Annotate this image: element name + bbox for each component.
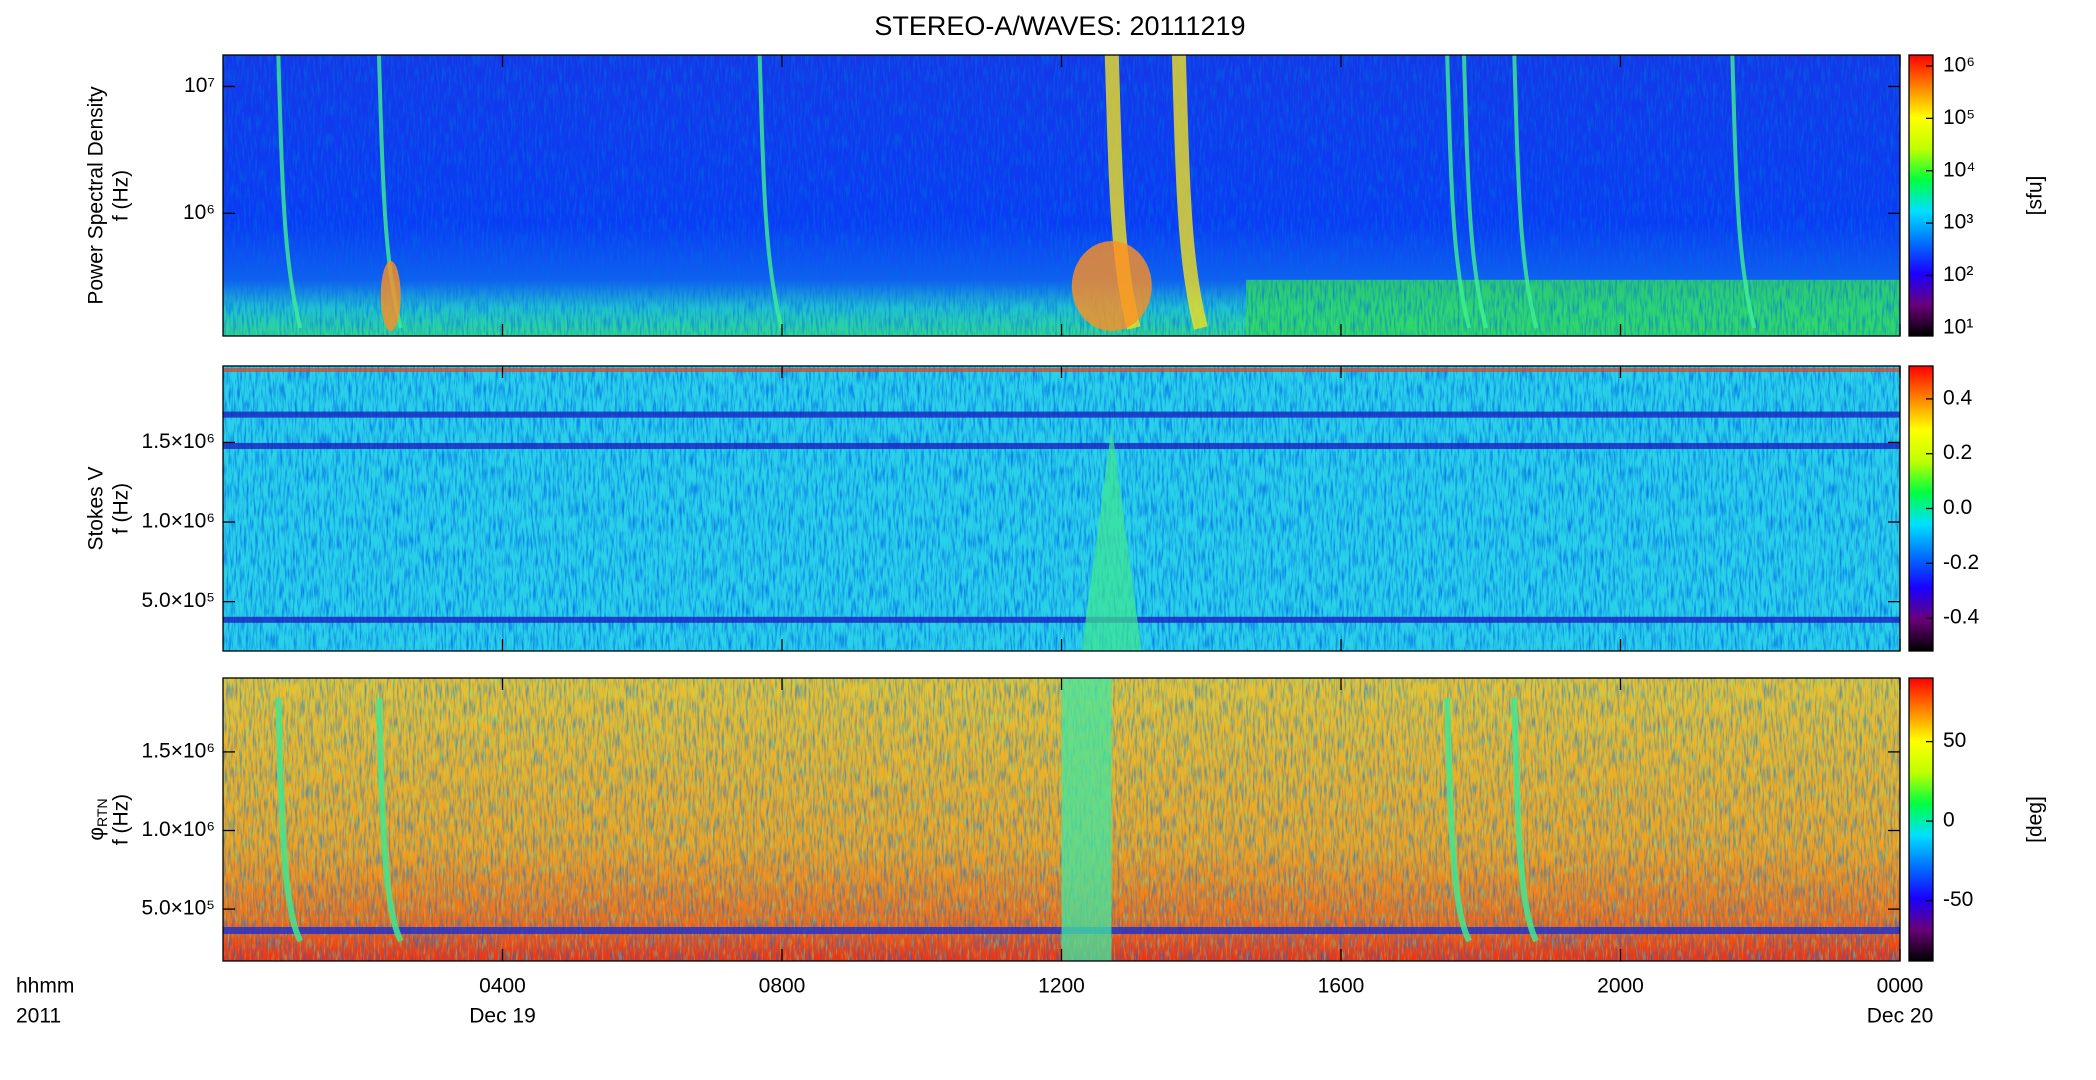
colorbar-tick-label: 0.4 <box>1943 386 1973 409</box>
y-tick-label: 5.0×10⁵ <box>141 589 215 612</box>
burst <box>1444 697 1472 943</box>
burst <box>1512 54 1539 329</box>
x-axis-label: hhmm <box>16 975 74 998</box>
colorbar-tick-label: 10² <box>1943 263 1973 286</box>
x-tick-label: 1200 <box>1038 975 1085 998</box>
y-axis-label-subscript: RTN <box>94 798 110 827</box>
y-tick-label: 1.5×10⁶ <box>142 739 215 762</box>
burst <box>276 54 303 329</box>
burst <box>1730 54 1757 329</box>
x-axis-label: 2011 <box>16 1005 61 1028</box>
colorbar <box>1909 678 1933 961</box>
colorbar-label: [deg] <box>2024 796 2047 843</box>
colorbar-tick-label: 0.2 <box>1943 441 1972 464</box>
y-axis-label: f (Hz) <box>110 170 133 221</box>
y-axis-label: Stokes V <box>85 466 108 550</box>
colorbar-tick-label: -0.2 <box>1943 551 1979 574</box>
colorbar-tick-label: 10³ <box>1943 211 1973 234</box>
spectrogram-noise <box>223 366 1900 651</box>
spectrogram-noise <box>223 55 1900 336</box>
x-tick-label: 0000 <box>1877 975 1924 998</box>
colorbar-tick-label: -0.4 <box>1943 606 1980 629</box>
y-tick-label: 1.0×10⁶ <box>142 818 215 841</box>
stripe <box>223 442 1900 449</box>
y-tick-label: 10⁶ <box>183 201 215 224</box>
colorbar-frame <box>1908 677 1934 962</box>
y-axis-label-symbol: φ <box>85 827 108 841</box>
x-tick-label: 1600 <box>1318 975 1365 998</box>
burst <box>1511 697 1539 943</box>
stripe <box>223 411 1900 418</box>
stripe <box>223 616 1900 623</box>
burst <box>275 697 304 943</box>
x-tick-label: 2000 <box>1597 975 1644 998</box>
colorbar <box>1909 55 1933 336</box>
y-axis-label: f (Hz) <box>110 483 133 534</box>
colorbar-tick-label: 0 <box>1943 809 1955 832</box>
colorbar-tick-label: -50 <box>1943 888 1973 911</box>
colorbar-tick-label: 10⁴ <box>1943 158 1975 181</box>
colorbar-tick-label: 0.0 <box>1943 496 1972 519</box>
colorbar-tick-label: 10¹ <box>1943 315 1973 338</box>
burst <box>1081 426 1142 651</box>
y-axis-label: φRTN <box>85 798 110 840</box>
burst <box>1461 54 1488 329</box>
chart-title: STEREO-A/WAVES: 20111219 <box>874 11 1245 41</box>
x-date-label: Dec 19 <box>469 1005 536 1028</box>
burst <box>1171 54 1208 330</box>
burst-core <box>380 261 401 331</box>
burst-core <box>1071 241 1152 331</box>
x-date-label: Dec 20 <box>1867 1005 1934 1028</box>
y-axis-label: Power Spectral Density <box>85 86 108 305</box>
colorbar-frame <box>1908 54 1934 337</box>
y-axis-label: f (Hz) <box>110 794 133 845</box>
x-tick-label: 0800 <box>759 975 806 998</box>
y-tick-label: 5.0×10⁵ <box>141 897 215 920</box>
colorbar-tick-label: 10⁶ <box>1943 54 1975 77</box>
burst <box>1061 678 1112 961</box>
y-tick-label: 10⁷ <box>184 74 215 97</box>
burst <box>1445 54 1472 329</box>
burst <box>757 54 784 329</box>
colorbar-tick-label: 10⁵ <box>1943 106 1975 129</box>
colorbar-tick-label: 50 <box>1943 729 1966 752</box>
burst <box>375 697 404 943</box>
colorbar-label: [sfu] <box>2024 176 2047 216</box>
y-tick-label: 1.0×10⁶ <box>142 510 215 533</box>
x-tick-label: 0400 <box>479 975 526 998</box>
y-tick-label: 1.5×10⁶ <box>142 430 215 453</box>
